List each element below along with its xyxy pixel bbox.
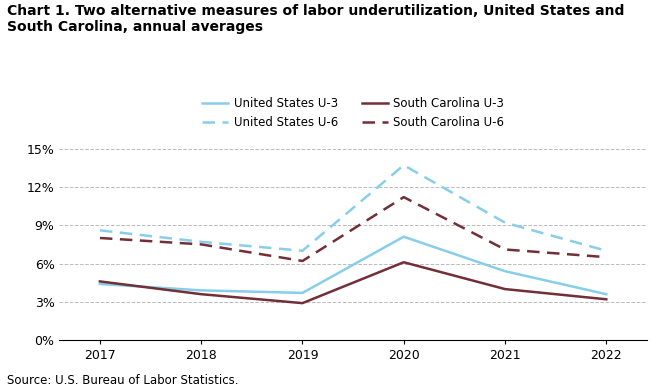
- Line: South Carolina U-3: South Carolina U-3: [100, 262, 607, 303]
- United States U-6: [96, 228, 104, 233]
- South Carolina U-6: [298, 258, 306, 263]
- South Carolina U-3: [197, 292, 205, 296]
- South Carolina U-3: [400, 260, 408, 265]
- United States U-3: [197, 288, 205, 293]
- United States U-6: [298, 248, 306, 253]
- United States U-6: [501, 220, 509, 225]
- Line: South Carolina U-6: South Carolina U-6: [100, 197, 607, 261]
- United States U-3: [501, 269, 509, 274]
- Legend: United States U-3, United States U-6, South Carolina U-3, South Carolina U-6: United States U-3, United States U-6, So…: [202, 97, 504, 129]
- United States U-3: [400, 234, 408, 239]
- Line: United States U-6: United States U-6: [100, 165, 607, 251]
- United States U-3: [603, 292, 610, 296]
- South Carolina U-6: [501, 247, 509, 252]
- South Carolina U-3: [501, 287, 509, 291]
- United States U-6: [197, 239, 205, 244]
- South Carolina U-6: [400, 195, 408, 199]
- South Carolina U-6: [96, 236, 104, 240]
- United States U-3: [298, 291, 306, 295]
- Text: Chart 1. Two alternative measures of labor underutilization, United States and
S: Chart 1. Two alternative measures of lab…: [7, 4, 624, 34]
- United States U-6: [400, 163, 408, 167]
- South Carolina U-6: [197, 242, 205, 247]
- United States U-3: [96, 282, 104, 286]
- South Carolina U-3: [96, 279, 104, 284]
- Text: Source: U.S. Bureau of Labor Statistics.: Source: U.S. Bureau of Labor Statistics.: [7, 374, 238, 387]
- South Carolina U-6: [603, 255, 610, 260]
- South Carolina U-3: [298, 301, 306, 305]
- South Carolina U-3: [603, 297, 610, 301]
- Line: United States U-3: United States U-3: [100, 237, 607, 294]
- United States U-6: [603, 248, 610, 253]
